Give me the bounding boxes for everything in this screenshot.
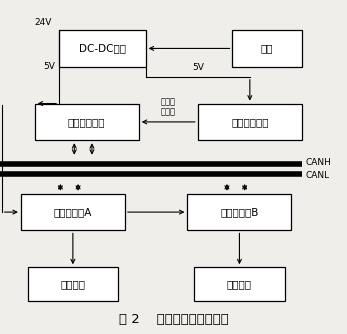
Text: 24V: 24V (35, 18, 52, 27)
FancyBboxPatch shape (21, 194, 125, 230)
Text: 单片机主控板: 单片机主控板 (68, 117, 105, 127)
Text: CANH: CANH (305, 159, 331, 167)
FancyBboxPatch shape (59, 30, 146, 67)
Text: CANL: CANL (305, 171, 330, 180)
Text: 红外测距模块: 红外测距模块 (231, 117, 269, 127)
FancyBboxPatch shape (187, 194, 291, 230)
Text: 模拟电
压信号: 模拟电 压信号 (161, 97, 176, 117)
FancyBboxPatch shape (194, 267, 285, 301)
Text: 左轮电机: 左轮电机 (60, 279, 85, 289)
Text: 5V: 5V (44, 62, 56, 71)
Text: DC-DC模块: DC-DC模块 (79, 43, 126, 53)
FancyBboxPatch shape (198, 104, 302, 140)
FancyBboxPatch shape (35, 104, 139, 140)
FancyBboxPatch shape (28, 267, 118, 301)
Text: 电机驱动器A: 电机驱动器A (54, 207, 92, 217)
Text: 图 2    机器人系统结构框图: 图 2 机器人系统结构框图 (119, 313, 228, 326)
Text: 右轮电机: 右轮电机 (227, 279, 252, 289)
Text: 5V: 5V (192, 63, 204, 72)
Text: 电池: 电池 (261, 43, 273, 53)
FancyBboxPatch shape (232, 30, 302, 67)
Text: 电机驱动器B: 电机驱动器B (220, 207, 259, 217)
